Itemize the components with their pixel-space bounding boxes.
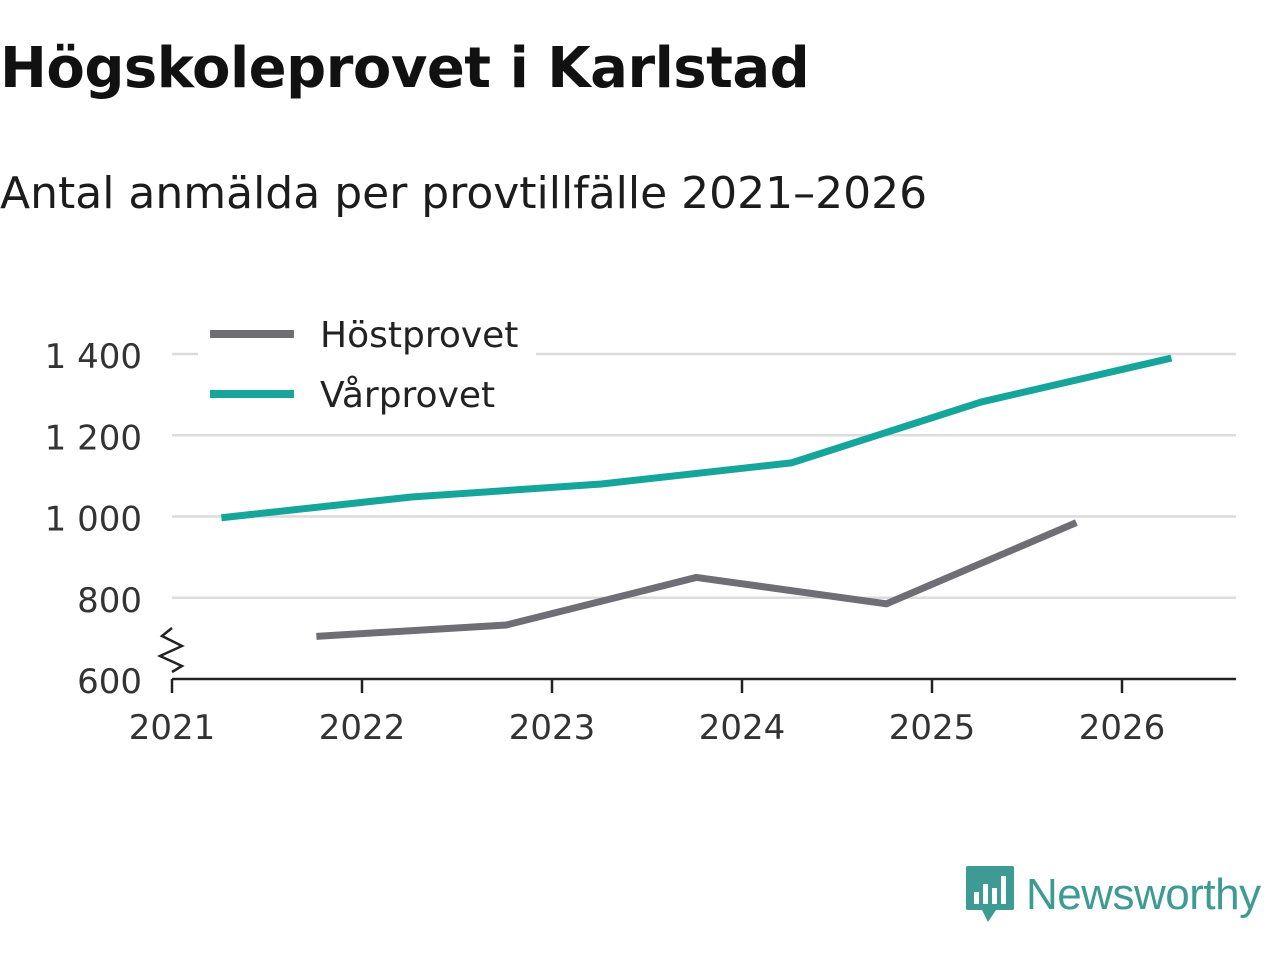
y-tick-label: 1 200 [45, 418, 142, 458]
y-tick-label: 600 [77, 662, 142, 702]
legend-label: Höstprovet [320, 315, 518, 356]
legend-label: Vårprovet [320, 375, 495, 416]
chart-title: Högskoleprovet i Karlstad [0, 36, 810, 101]
legend: Höstprovet Vårprovet [198, 308, 536, 426]
x-tick-label: 2026 [1079, 708, 1166, 748]
chart-subtitle: Antal anmälda per provtillfälle 2021–202… [0, 168, 928, 219]
x-tick-label: 2023 [509, 708, 596, 748]
y-tick-label: 800 [77, 581, 142, 621]
series-line-varprovet [221, 354, 1173, 522]
axis-break-icon [156, 627, 185, 674]
y-axis-ticks: 600 800 1 000 1 200 1 400 [45, 337, 142, 702]
newsworthy-logo: Newsworthy [964, 864, 1261, 926]
x-tick-label: 2025 [889, 708, 976, 748]
y-tick-label: 1 400 [45, 337, 142, 377]
brand-name: Newsworthy [1026, 870, 1261, 919]
series-line-hostprovet [316, 519, 1078, 640]
legend-background [198, 308, 536, 426]
x-axis: 2021 2022 2023 2024 2025 2026 [129, 627, 1236, 748]
x-tick-label: 2021 [129, 708, 216, 748]
series-lines [221, 354, 1173, 640]
x-tick-label: 2024 [699, 708, 786, 748]
x-tick-label: 2022 [319, 708, 406, 748]
y-tick-label: 1 000 [45, 500, 142, 540]
newsworthy-logo-icon [966, 866, 1014, 922]
